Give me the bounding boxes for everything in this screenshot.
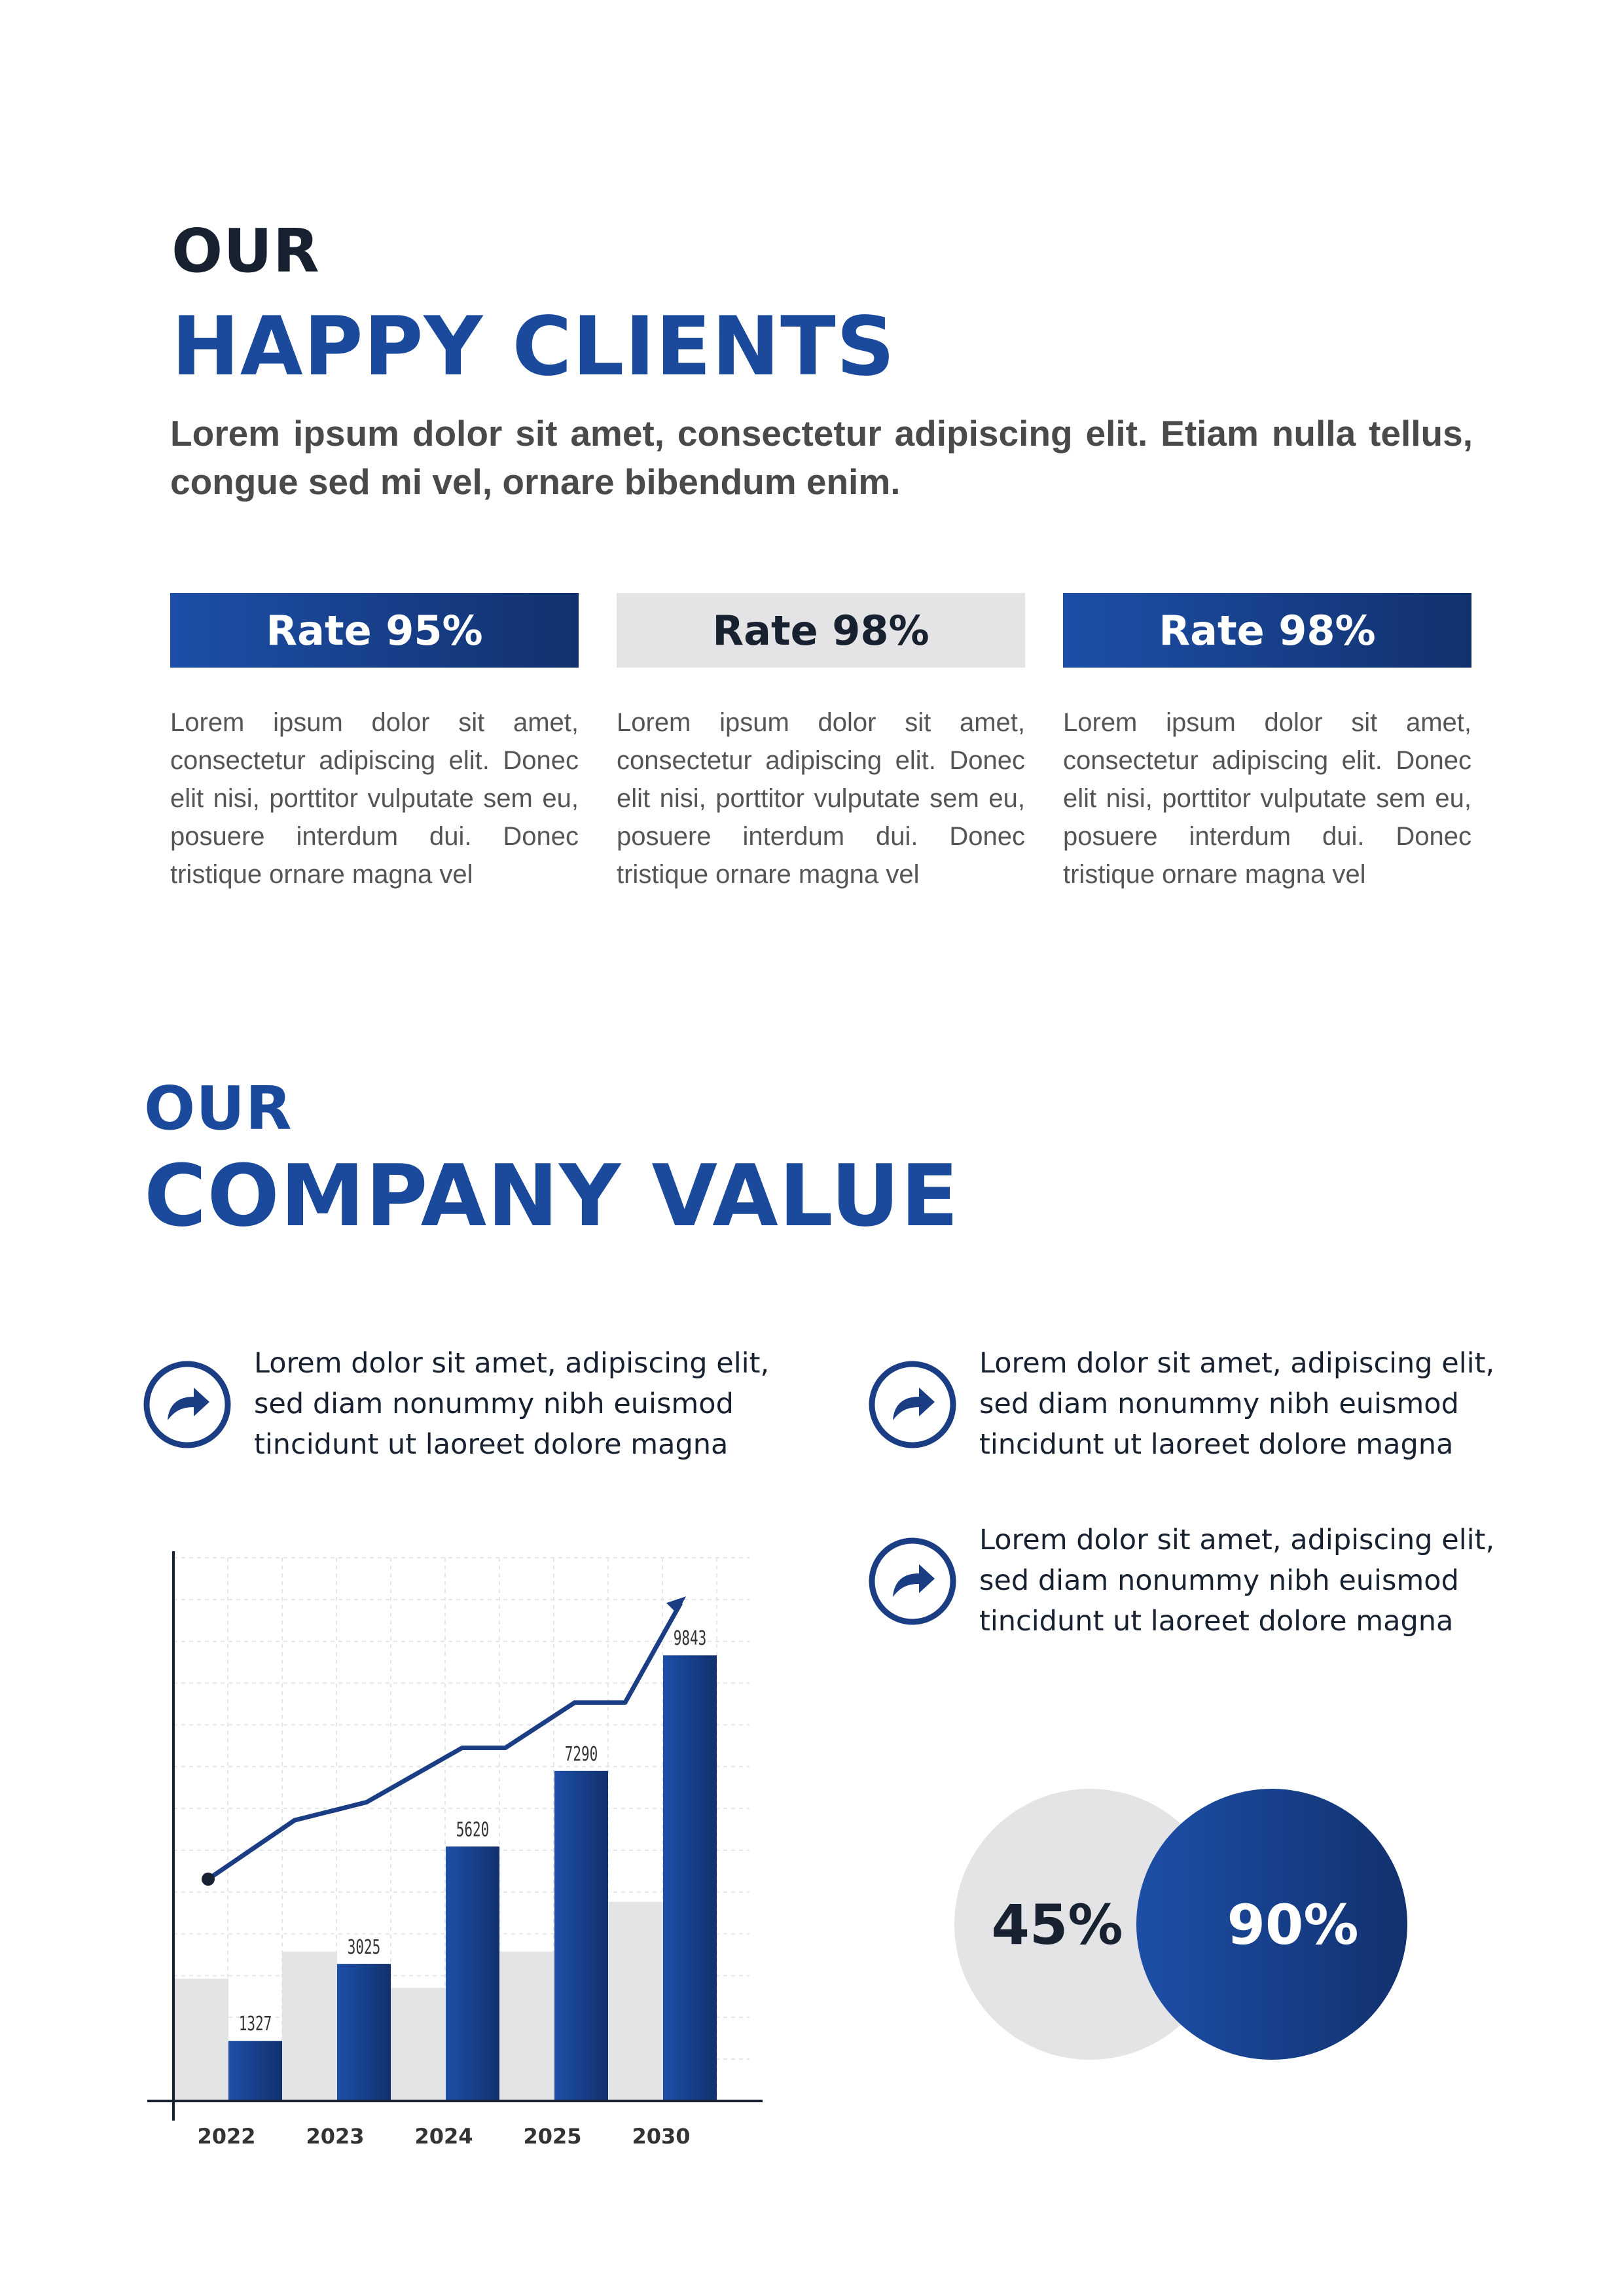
percent-blue-value: 90% bbox=[1227, 1893, 1358, 1957]
bar-2024 bbox=[446, 1846, 499, 2101]
value-label-2025: 7290 bbox=[565, 1743, 598, 1766]
x-tick-2030: 2030 bbox=[632, 2124, 690, 2149]
bar-2030 bbox=[663, 1655, 717, 2101]
share-arrow-icon bbox=[143, 1361, 231, 1448]
rate-label-3: Rate 98% bbox=[1159, 606, 1376, 655]
percent-grey-value: 45% bbox=[991, 1893, 1123, 1957]
share-arrow-icon bbox=[869, 1361, 956, 1448]
trend-start-dot bbox=[202, 1873, 215, 1886]
percent-circle-blue bbox=[1136, 1789, 1407, 2060]
rate-label-2: Rate 98% bbox=[712, 606, 929, 655]
background-bar-2022 bbox=[173, 1979, 228, 2101]
bar-2022 bbox=[228, 2041, 282, 2101]
background-bar-2023 bbox=[282, 1951, 337, 2101]
rate-box-3: Rate 98% bbox=[1063, 593, 1471, 668]
x-tick-2022: 2022 bbox=[197, 2124, 255, 2149]
chart-background-bars bbox=[173, 1901, 663, 2101]
background-bar-2024 bbox=[391, 1988, 446, 2101]
background-bar-2030 bbox=[608, 1901, 663, 2101]
bullet-text-1: Lorem dolor sit amet, adipiscing elit, s… bbox=[254, 1347, 770, 1461]
value-label-2030: 9843 bbox=[674, 1628, 707, 1651]
x-tick-2025: 2025 bbox=[523, 2124, 581, 2149]
x-tick-2024: 2024 bbox=[414, 2124, 473, 2149]
chart-axes bbox=[147, 1551, 763, 2121]
bullet-text-2: Lorem dolor sit amet, adipiscing elit, s… bbox=[979, 1347, 1495, 1461]
value-label-2023: 3025 bbox=[348, 1936, 381, 1959]
bar-2023 bbox=[337, 1964, 391, 2101]
bar-2025 bbox=[554, 1770, 608, 2101]
chart-value-labels: 1327 3025 5620 7290 9843 bbox=[239, 1628, 707, 2036]
rate-box-2: Rate 98% bbox=[617, 593, 1025, 668]
chart-x-tick-labels: 2022 2023 2024 2025 2030 bbox=[197, 2124, 690, 2149]
trend-line bbox=[207, 1602, 683, 1881]
trend-arrow-head bbox=[666, 1596, 686, 1614]
rate-text-3: Lorem ipsum dolor sit amet, consectetur … bbox=[1063, 708, 1471, 889]
rate-box-1: Rate 95% bbox=[170, 593, 579, 668]
x-tick-2023: 2023 bbox=[306, 2124, 364, 2149]
company-heading-big: COMPANY VALUE bbox=[144, 1146, 960, 1246]
clients-heading-big: HAPPY CLIENTS bbox=[171, 300, 895, 394]
chart-bars bbox=[228, 1655, 717, 2101]
bullet-text-3: Lorem dolor sit amet, adipiscing elit, s… bbox=[979, 1524, 1495, 1638]
chart-trend-line bbox=[202, 1596, 686, 1886]
value-label-2022: 1327 bbox=[239, 2013, 272, 2036]
rate-text-2: Lorem ipsum dolor sit amet, consectetur … bbox=[617, 708, 1025, 889]
company-heading-small: OUR bbox=[144, 1073, 293, 1143]
value-label-2024: 5620 bbox=[456, 1819, 490, 1842]
share-arrow-icon bbox=[869, 1537, 956, 1625]
clients-heading-small: OUR bbox=[171, 216, 320, 286]
rate-text-1: Lorem ipsum dolor sit amet, consectetur … bbox=[170, 708, 579, 889]
clients-intro: Lorem ipsum dolor sit amet, consectetur … bbox=[170, 413, 1473, 502]
background-bar-2025 bbox=[499, 1951, 554, 2101]
rate-label-1: Rate 95% bbox=[266, 606, 483, 655]
